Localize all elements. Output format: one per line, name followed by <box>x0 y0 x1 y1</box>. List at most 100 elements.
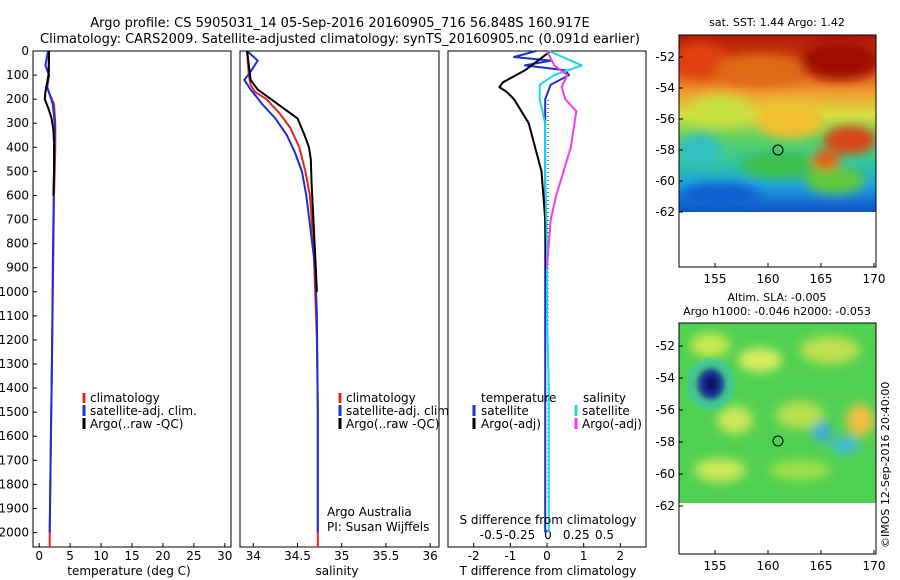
series-line-temperature-argo-adj- <box>498 50 552 292</box>
s-difference-label: S difference from climatology <box>460 513 637 527</box>
lon-tick-label: 165 <box>810 272 833 286</box>
x-tick-label: 20 <box>155 549 170 563</box>
sla-map-frame <box>678 322 877 555</box>
lat-tick-label: -52 <box>655 339 675 353</box>
legend-label-sal-argo: Argo(-adj) <box>582 417 642 431</box>
x-tick-label: 0 <box>543 549 551 563</box>
salinity-axes-frame <box>239 50 440 548</box>
depth-tick-label: 1200 <box>0 333 29 347</box>
depth-tick-label: 100 <box>6 68 29 82</box>
difference-legend: temperature salinity satellite Argo(-adj… <box>472 391 642 431</box>
legend-label-climatology-2: climatology <box>346 391 416 405</box>
x-tick-label: 34 <box>246 549 261 563</box>
legend-label-climatology: climatology <box>90 391 160 405</box>
depth-tick-label: 1800 <box>0 477 29 491</box>
title-line-1: Argo profile: CS 5905031_14 05-Sep-2016 … <box>90 16 590 31</box>
sla-map-argo-marker <box>772 435 784 447</box>
sla-map-axes: -52 -54 -56 -58 -60 -62 155 160 165 170 <box>655 339 885 573</box>
legend-label-argo: Argo(..raw -QC) <box>90 417 183 431</box>
legend-temperature-head: temperature <box>481 391 556 405</box>
depth-tick-label: 500 <box>6 164 29 178</box>
lon-tick-label: 155 <box>704 272 727 286</box>
x-tick-label: 25 <box>186 549 201 563</box>
lat-tick-label: -58 <box>655 435 675 449</box>
series-line-argo-raw-qc- <box>246 50 318 292</box>
x-tick-label: 0 <box>35 549 43 563</box>
difference-series <box>498 50 583 533</box>
salinity-x-label: salinity <box>315 564 358 578</box>
x-tick-label: 30 <box>217 549 232 563</box>
s-diff-tick-label: 0.5 <box>595 528 614 542</box>
depth-tick-label: 1300 <box>0 357 29 371</box>
lat-tick-label: -58 <box>655 143 675 157</box>
salinity-x-axis: 34 34.5 35 35.5 36 <box>246 543 438 563</box>
depth-tick-label: 1100 <box>0 309 29 323</box>
series-line-salinity-satellite <box>538 50 583 533</box>
lat-tick-label: -54 <box>655 81 675 95</box>
sla-image <box>679 323 876 503</box>
x-tick-label: 36 <box>423 549 438 563</box>
legend-label-satellite: satellite-adj. clim. <box>90 404 197 418</box>
depth-tick-label: 1900 <box>0 501 29 515</box>
title-line-2: Climatology: CARS2009. Satellite-adjuste… <box>40 32 640 47</box>
sst-map: sat. SST: 1.44 Argo: 1.42 -52 -54 -56 -58 -6… <box>655 16 885 286</box>
sla-map-title-1: Altim. SLA: -0.005 <box>727 291 826 304</box>
depth-tick-label: 1600 <box>0 429 29 443</box>
depth-tick-label: 1700 <box>0 453 29 467</box>
lon-tick-label: 155 <box>704 559 727 573</box>
lat-tick-label: -62 <box>655 499 675 513</box>
x-tick-label: -2 <box>468 549 480 563</box>
difference-panel: -2 -1 0 1 2 -0.5 -0.25 0 0.25 0.5 S difference fr… <box>447 50 647 578</box>
depth-tick-label: 2000 <box>0 526 29 540</box>
depth-tick-label: 800 <box>6 237 29 251</box>
temperature-axes-frame <box>32 50 232 548</box>
salinity-panel: 34 34.5 35 35.5 36 salinity climatology sate… <box>239 50 453 578</box>
legend-label-argo-2: Argo(..raw -QC) <box>346 417 439 431</box>
sst-map-argo-marker <box>772 144 784 156</box>
t-difference-label: T difference from climatology <box>459 564 637 578</box>
lat-tick-label: -54 <box>655 371 675 385</box>
salinity-legend: climatology satellite-adj. clim. Argo(..… <box>338 391 453 431</box>
depth-tick-label: 300 <box>6 116 29 130</box>
s-diff-tick-label: -0.25 <box>504 528 535 542</box>
depth-tick-label: 600 <box>6 188 29 202</box>
sla-map-title-2: Argo h1000: -0.046 h2000: -0.053 <box>683 305 871 318</box>
depth-axis: 0 100 200 300 400 500 600 700 800 900 1000 1100 1200… <box>0 44 37 540</box>
x-tick-label: 34.5 <box>284 549 311 563</box>
depth-tick-label: 1400 <box>0 381 29 395</box>
lat-tick-label: -60 <box>655 467 675 481</box>
depth-tick-label: 0 <box>21 44 29 58</box>
lat-tick-label: -62 <box>655 205 675 219</box>
temperature-legend: climatology satellite-adj. clim. Argo(..… <box>82 391 197 431</box>
s-diff-tick-label: 0 <box>544 528 552 542</box>
x-tick-label: 2 <box>617 549 625 563</box>
x-tick-label: 5 <box>66 549 74 563</box>
depth-tick-label: 900 <box>6 261 29 275</box>
x-tick-label: 35 <box>334 549 349 563</box>
legend-salinity-head: salinity <box>583 391 626 405</box>
depth-tick-label: 200 <box>6 92 29 106</box>
s-diff-tick-label: 0.25 <box>563 528 590 542</box>
depth-tick-label: 700 <box>6 213 29 227</box>
salinity-series <box>243 50 319 547</box>
sst-image <box>679 35 876 212</box>
sst-map-axes: -52 -54 -56 -58 -60 -62 155 160 165 170 <box>655 50 885 286</box>
lat-tick-label: -56 <box>655 403 675 417</box>
x-tick-label: 1 <box>580 549 588 563</box>
legend-label-temp-argo: Argo(-adj) <box>481 417 541 431</box>
x-tick-label: -1 <box>504 549 516 563</box>
temperature-x-axis: 0 5 10 15 20 25 30 <box>35 543 232 563</box>
x-tick-label: 15 <box>124 549 139 563</box>
legend-label-temp-satellite: satellite <box>481 404 529 418</box>
lat-tick-label: -56 <box>655 112 675 126</box>
lon-tick-label: 160 <box>757 272 780 286</box>
legend-label-satellite-2: satellite-adj. clim. <box>346 404 453 418</box>
depth-tick-label: 1500 <box>0 405 29 419</box>
depth-tick-label: 1000 <box>0 285 29 299</box>
sst-map-frame <box>678 34 877 268</box>
x-tick-label: 35.5 <box>373 549 400 563</box>
lat-tick-label: -52 <box>655 50 675 64</box>
temperature-x-label: temperature (deg C) <box>67 564 190 578</box>
temperature-panel: 0100200300400500600700800900100011001200… <box>0 44 232 578</box>
